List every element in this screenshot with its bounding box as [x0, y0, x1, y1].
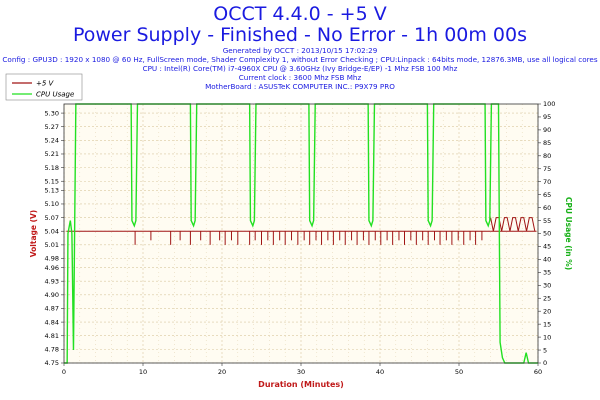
- y2-tick-label: 85: [543, 139, 551, 147]
- chart-subtitle: Power Supply - Finished - No Error - 1h …: [73, 24, 527, 46]
- y-tick-label: 5.21: [45, 150, 59, 158]
- y2-tick-label: 0: [543, 359, 547, 367]
- cpu-line: CPU : Intel(R) Core(TM) i7-4960X CPU @ 3…: [143, 64, 458, 73]
- y-axis-ticks: 4.75 4.78 4.81 4.84 4.87 4.90 4.93 4.964.98 5.01…: [45, 109, 64, 367]
- y2-tick-label: 5: [543, 346, 547, 354]
- x-axis-label: Duration (Minutes): [258, 380, 344, 389]
- y2-tick-label: 70: [543, 178, 551, 186]
- y2-tick-label: 35: [543, 269, 551, 277]
- chart-title: OCCT 4.4.0 - +5 V: [213, 3, 386, 25]
- y-tick-label: 4.98: [45, 255, 59, 263]
- legend-label-voltage: +5 V: [36, 80, 55, 88]
- x-tick-label: 10: [139, 368, 147, 376]
- plot-frame: [63, 103, 539, 364]
- y2-tick-label: 25: [543, 294, 551, 302]
- generation-info: Generated by OCCT : 2013/10/15 17:02:29 …: [2, 46, 597, 91]
- x-tick-label: 20: [218, 368, 226, 376]
- y2-tick-label: 55: [543, 217, 551, 225]
- y2-tick-label: 20: [543, 307, 551, 315]
- y-tick-label: 4.78: [45, 346, 59, 354]
- y2-tick-label: 15: [543, 320, 551, 328]
- legend-label-cpu: CPU Usage: [36, 91, 74, 99]
- legend-box: [5, 73, 83, 101]
- y-tick-label: 4.84: [45, 318, 59, 326]
- x-axis-ticks: 0 10 20 30 40 50 60: [62, 363, 542, 376]
- y-tick-label: 5.10: [45, 200, 59, 208]
- voltage-tail: [490, 217, 536, 232]
- legend: +5 V CPU Usage: [5, 73, 83, 101]
- y-tick-label: 5.01: [45, 241, 59, 249]
- y-tick-label: 5.24: [45, 137, 59, 145]
- y-tick-label: 5.27: [45, 123, 59, 131]
- clock-line: Current clock : 3600 Mhz FSB Mhz: [239, 73, 362, 82]
- y2-axis-ticks: 0 5 10 15 20 25 30 35 40 45 50 55 60 65 70 75 80 85 90 95 10…: [538, 100, 555, 367]
- motherboard-line: MotherBoard : ASUSTeK COMPUTER INC.: P9X…: [205, 82, 395, 91]
- y-tick-label: 5.07: [45, 214, 59, 222]
- y2-tick-label: 50: [543, 230, 551, 238]
- y2-tick-label: 95: [543, 113, 551, 121]
- x-tick-label: 0: [62, 368, 66, 376]
- y2-tick-label: 30: [543, 282, 551, 290]
- y-tick-label: 5.13: [45, 187, 59, 195]
- x-tick-label: 60: [534, 368, 542, 376]
- y-tick-label: 5.04: [45, 227, 59, 235]
- series-voltage: [66, 217, 537, 245]
- y-tick-label: 4.75: [45, 359, 59, 367]
- y-tick-label: 4.93: [45, 277, 59, 285]
- y2-tick-label: 90: [543, 126, 551, 134]
- y-tick-label: 4.96: [45, 264, 59, 272]
- x-tick-label: 50: [455, 368, 463, 376]
- generated-line: Generated by OCCT : 2013/10/15 17:02:29: [223, 46, 378, 55]
- y2-axis-label: CPU Usage (in %): [564, 197, 573, 270]
- x-tick-label: 40: [376, 368, 384, 376]
- y-tick-label: 4.90: [45, 291, 59, 299]
- y2-tick-label: 75: [543, 165, 551, 173]
- y-tick-label: 5.30: [45, 109, 59, 117]
- y2-tick-label: 45: [543, 243, 551, 251]
- x-tick-label: 30: [297, 368, 305, 376]
- y-tick-label: 5.18: [45, 164, 59, 172]
- y2-tick-label: 100: [543, 100, 555, 108]
- y-tick-label: 5.15: [45, 177, 59, 185]
- y2-tick-label: 80: [543, 152, 551, 160]
- config-line: Config : GPU3D : 1920 x 1080 @ 60 Hz, Fu…: [2, 55, 597, 64]
- y-tick-label: 4.87: [45, 305, 59, 313]
- y-axis-label: Voltage (V): [29, 210, 38, 258]
- y-tick-label: 4.81: [45, 332, 59, 340]
- y2-tick-label: 10: [543, 333, 551, 341]
- y2-tick-label: 65: [543, 191, 551, 199]
- y2-tick-label: 40: [543, 256, 551, 264]
- y2-tick-label: 60: [543, 204, 551, 212]
